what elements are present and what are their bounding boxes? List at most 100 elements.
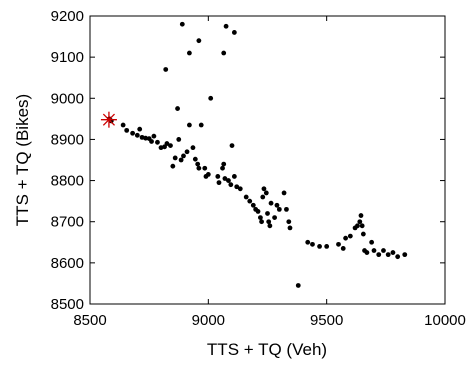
data-point xyxy=(175,106,180,111)
y-tick-labels: 8500 8600 8700 8800 8900 9000 9100 9200 xyxy=(51,8,84,313)
data-point xyxy=(176,137,182,142)
data-point xyxy=(247,198,253,204)
data-point xyxy=(192,156,198,162)
data-point xyxy=(221,161,227,167)
y-tick-label: 9100 xyxy=(51,49,84,66)
data-point xyxy=(178,157,184,163)
data-point xyxy=(196,38,202,44)
x-axis-label: TTS + TQ (Veh) xyxy=(207,340,327,359)
data-point xyxy=(281,190,287,196)
data-point xyxy=(259,219,264,225)
data-point xyxy=(295,283,301,288)
data-point xyxy=(359,223,365,229)
data-point xyxy=(395,254,401,260)
data-point xyxy=(134,132,140,138)
plot-frame xyxy=(89,15,446,305)
data-point xyxy=(255,209,261,214)
x-tick-labels: 8500 9000 9500 10000 xyxy=(73,312,466,329)
data-point xyxy=(237,186,243,192)
data-point xyxy=(390,250,396,255)
data-point xyxy=(268,200,274,206)
data-point xyxy=(231,30,237,35)
data-point xyxy=(336,241,341,247)
data-point xyxy=(317,244,322,249)
highlight-star-stroke xyxy=(102,113,115,126)
data-point xyxy=(274,202,280,208)
data-point xyxy=(381,248,386,253)
data-point xyxy=(143,135,149,141)
data-point xyxy=(198,122,204,128)
y-tick-label: 8600 xyxy=(51,255,84,272)
x-tick-label: 9500 xyxy=(310,312,343,329)
data-point xyxy=(149,139,154,144)
data-point xyxy=(340,246,346,251)
data-point xyxy=(226,178,231,183)
data-point xyxy=(265,211,270,216)
data-point xyxy=(187,50,192,56)
data-point xyxy=(222,176,228,181)
data-point xyxy=(221,50,227,56)
y-tick-label: 9000 xyxy=(51,90,84,107)
x-tick-label: 10000 xyxy=(424,312,466,329)
data-point xyxy=(376,252,382,258)
data-points xyxy=(107,21,408,288)
data-point xyxy=(216,180,222,186)
data-point xyxy=(272,215,277,221)
data-point xyxy=(385,252,391,258)
data-point xyxy=(120,122,126,128)
data-point xyxy=(371,248,377,253)
data-point xyxy=(137,126,143,132)
data-point xyxy=(220,165,225,171)
data-point xyxy=(305,239,311,245)
x-tick-label: 9000 xyxy=(192,312,225,329)
data-point xyxy=(263,190,269,196)
y-tick-label: 9200 xyxy=(51,8,84,25)
y-tick-label: 8700 xyxy=(51,214,84,231)
y-axis-label: TTS + TQ (Bikes) xyxy=(13,94,32,226)
data-point xyxy=(261,186,267,192)
plot-area xyxy=(90,16,445,304)
data-point xyxy=(355,223,360,229)
data-point xyxy=(266,219,272,225)
data-point xyxy=(358,213,364,218)
data-point xyxy=(228,182,234,188)
data-point xyxy=(179,21,185,27)
data-point xyxy=(172,155,178,161)
data-point xyxy=(310,241,315,247)
data-point xyxy=(215,174,221,179)
highlight-marker xyxy=(100,111,117,128)
data-point xyxy=(286,219,292,225)
data-point xyxy=(223,23,229,29)
data-point xyxy=(284,206,289,212)
y-tick-label: 8900 xyxy=(51,131,84,148)
y-tick-label: 8800 xyxy=(51,173,84,190)
y-tick-label: 8500 xyxy=(51,296,84,313)
data-point xyxy=(347,233,353,239)
data-point xyxy=(258,215,263,221)
data-point xyxy=(360,231,366,237)
data-point xyxy=(187,122,192,128)
data-point xyxy=(170,163,176,169)
data-point xyxy=(260,194,266,200)
data-point xyxy=(402,252,408,258)
data-point xyxy=(287,225,293,231)
data-point xyxy=(202,165,208,171)
x-tick-label: 8500 xyxy=(73,312,106,329)
data-point xyxy=(205,172,211,177)
data-point xyxy=(163,67,169,72)
data-point xyxy=(190,145,196,151)
data-point xyxy=(208,95,214,101)
data-point xyxy=(124,127,130,133)
data-point xyxy=(196,165,202,171)
data-point xyxy=(343,235,348,241)
data-point xyxy=(369,239,375,245)
data-point xyxy=(357,219,363,225)
data-point xyxy=(324,244,330,249)
data-point xyxy=(151,133,157,139)
data-point xyxy=(276,206,282,212)
data-point xyxy=(195,161,201,167)
data-point xyxy=(250,202,256,208)
data-point xyxy=(364,250,370,255)
data-point xyxy=(181,153,186,159)
